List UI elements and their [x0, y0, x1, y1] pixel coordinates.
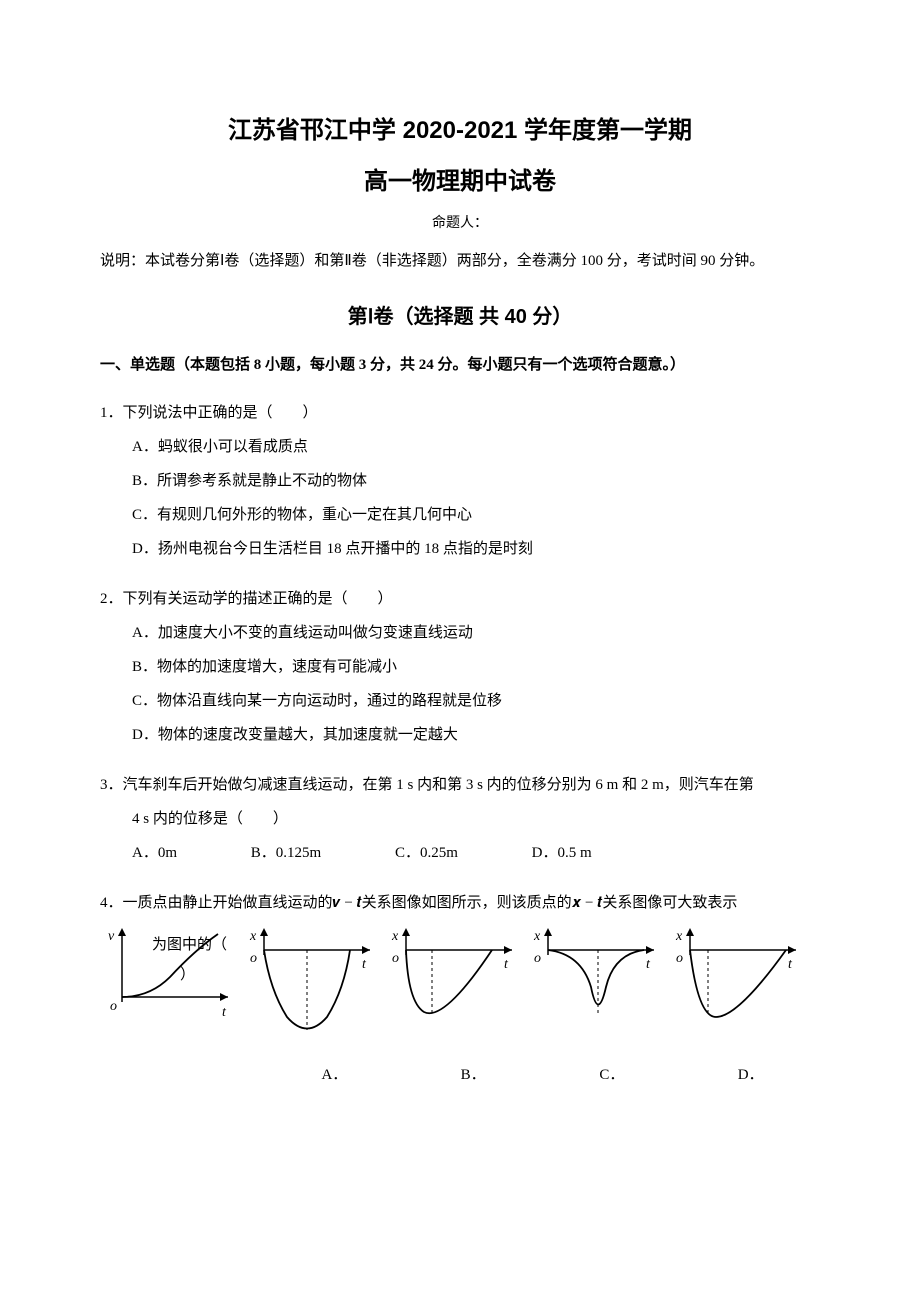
- xt-chart-b: x o t: [384, 922, 524, 1042]
- q3-stem: 3．汽车刹车后开始做匀减速直线运动，在第 1 s 内和第 3 s 内的位移分别为…: [100, 770, 820, 800]
- q2-option-c: C．物体沿直线向某一方向运动时，通过的路程就是位移: [100, 686, 820, 716]
- axis-x-label-b: x: [391, 929, 399, 944]
- axis-t-label-d: t: [788, 957, 793, 972]
- axis-o-label-d: o: [676, 951, 683, 966]
- axis-o-label-c: o: [534, 951, 541, 966]
- axis-o-label: o: [110, 999, 117, 1014]
- xt-chart-d: x o t: [668, 922, 808, 1042]
- q4-label-a: A．: [265, 1060, 404, 1090]
- q2-stem: 2．下列有关运动学的描述正确的是（ ）: [100, 584, 820, 614]
- q4-labels-row: A． B． C． D．: [100, 1060, 820, 1090]
- axis-v-label: v: [108, 929, 115, 944]
- q3-option-a: A．0m: [132, 838, 177, 868]
- axis-t-label: t: [222, 1005, 227, 1020]
- q4-stem2: 为图中的（）: [152, 930, 240, 990]
- q4-label-d: D．: [681, 1060, 820, 1090]
- axis-t-label-a: t: [362, 957, 367, 972]
- title-sub: 高一物理期中试卷: [100, 161, 820, 196]
- xt-chart-c: x o t: [526, 922, 666, 1042]
- q1-option-a: A．蚂蚁很小可以看成质点: [100, 432, 820, 462]
- q3-options: A．0m B．0.125m C．0.25m D．0.5 m: [100, 838, 820, 868]
- q3-stem2: 4 s 内的位移是（ ）: [100, 804, 820, 834]
- title-main: 江苏省邗江中学 2020-2021 学年度第一学期: [100, 110, 820, 145]
- axis-x-label-d: x: [675, 929, 683, 944]
- question-3: 3．汽车刹车后开始做匀减速直线运动，在第 1 s 内和第 3 s 内的位移分别为…: [100, 770, 820, 868]
- q2-option-d: D．物体的速度改变量越大，其加速度就一定越大: [100, 720, 820, 750]
- xt-chart-a: x o t: [242, 922, 382, 1042]
- q1-stem: 1．下列说法中正确的是（ ）: [100, 398, 820, 428]
- q4-label-b: B．: [404, 1060, 543, 1090]
- q3-option-c: C．0.25m: [395, 838, 458, 868]
- axis-x-label-c: x: [533, 929, 541, 944]
- axis-o-label-b: o: [392, 951, 399, 966]
- q2-option-a: A．加速度大小不变的直线运动叫做匀变速直线运动: [100, 618, 820, 648]
- question-2: 2．下列有关运动学的描述正确的是（ ） A．加速度大小不变的直线运动叫做匀变速直…: [100, 584, 820, 750]
- section-1-title: 一、单选题（本题包括 8 小题，每小题 3 分，共 24 分。每小题只有一个选项…: [100, 353, 820, 374]
- axis-x-label-a: x: [249, 929, 257, 944]
- question-1: 1．下列说法中正确的是（ ） A．蚂蚁很小可以看成质点 B．所谓参考系就是静止不…: [100, 398, 820, 564]
- part-title: 第Ⅰ卷（选择题 共 40 分）: [100, 300, 820, 329]
- vt-chart: 为图中的（） v o t: [100, 922, 240, 1042]
- axis-t-label-b: t: [504, 957, 509, 972]
- q4-charts-row: 为图中的（） v o t x o: [100, 922, 820, 1042]
- q1-option-d: D．扬州电视台今日生活栏目 18 点开播中的 18 点指的是时刻: [100, 534, 820, 564]
- q3-option-b: B．0.125m: [251, 838, 321, 868]
- question-4: 4．一质点由静止开始做直线运动的𝒗 − 𝒕关系图像如图所示，则该质点的𝒙 − 𝒕…: [100, 888, 820, 1090]
- axis-t-label-c: t: [646, 957, 651, 972]
- q1-option-c: C．有规则几何外形的物体，重心一定在其几何中心: [100, 500, 820, 530]
- author-label: 命题人：: [100, 212, 820, 232]
- q4-label-c: C．: [543, 1060, 682, 1090]
- q4-stem: 4．一质点由静止开始做直线运动的𝒗 − 𝒕关系图像如图所示，则该质点的𝒙 − 𝒕…: [100, 888, 820, 918]
- q1-option-b: B．所谓参考系就是静止不动的物体: [100, 466, 820, 496]
- axis-o-label-a: o: [250, 951, 257, 966]
- exam-description: 说明：本试卷分第Ⅰ卷（选择题）和第Ⅱ卷（非选择题）两部分，全卷满分 100 分，…: [100, 246, 820, 276]
- q2-option-b: B．物体的加速度增大，速度有可能减小: [100, 652, 820, 682]
- q3-option-d: D．0.5 m: [532, 838, 592, 868]
